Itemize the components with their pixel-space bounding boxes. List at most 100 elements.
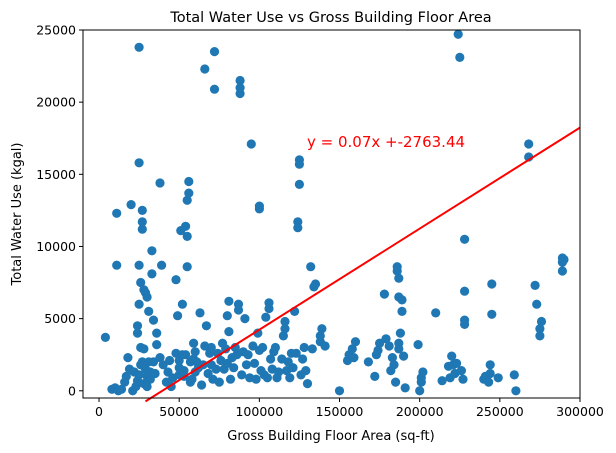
y-axis-label: Total Water Use (kgal)	[10, 143, 25, 287]
x-tick-label: 250000	[476, 404, 524, 419]
regression-line	[144, 126, 581, 403]
data-point	[235, 83, 245, 93]
data-point	[418, 367, 428, 377]
plot-frame	[82, 29, 581, 399]
data-point	[511, 386, 521, 396]
data-point	[246, 139, 256, 149]
data-point	[399, 351, 409, 361]
data-point	[258, 342, 268, 353]
data-point	[253, 328, 263, 338]
data-point	[387, 353, 397, 363]
x-tick-label: 200000	[396, 404, 444, 419]
data-point	[509, 370, 519, 380]
data-point	[262, 373, 272, 383]
data-point	[209, 47, 220, 57]
data-point	[485, 368, 495, 379]
data-point	[197, 380, 207, 390]
data-point	[299, 342, 309, 353]
data-point	[294, 155, 304, 165]
data-point	[181, 221, 191, 231]
data-point	[112, 260, 122, 270]
data-point	[392, 262, 402, 272]
y-tick-label: 0	[68, 383, 76, 398]
data-point	[291, 348, 301, 358]
data-point	[148, 357, 159, 367]
data-point	[152, 340, 162, 350]
data-point	[147, 246, 157, 256]
data-point	[285, 373, 295, 383]
data-point	[524, 139, 534, 149]
data-point	[112, 208, 122, 218]
data-point	[280, 316, 290, 327]
data-point	[142, 381, 152, 392]
data-point	[189, 338, 199, 348]
data-point	[317, 324, 327, 334]
data-point	[171, 275, 181, 285]
data-point	[261, 312, 271, 322]
data-point	[394, 338, 404, 348]
data-point	[121, 371, 131, 381]
data-point	[559, 254, 569, 265]
y-tick-label: 20000	[36, 95, 76, 110]
data-point	[206, 342, 216, 353]
data-point	[278, 331, 288, 341]
data-point	[152, 328, 162, 338]
data-point	[381, 334, 391, 344]
data-point	[306, 262, 316, 272]
data-point	[116, 384, 127, 394]
data-point	[134, 299, 144, 309]
data-point	[243, 350, 253, 360]
data-point	[334, 386, 345, 396]
data-point	[530, 280, 540, 290]
data-point	[182, 231, 192, 241]
data-point	[447, 351, 457, 361]
data-point	[455, 52, 465, 63]
data-point	[165, 355, 175, 366]
data-point	[224, 327, 234, 337]
data-point	[181, 350, 191, 360]
data-point	[137, 224, 147, 234]
data-point	[249, 358, 260, 368]
data-point	[370, 371, 380, 381]
data-point	[134, 158, 144, 168]
data-point	[254, 201, 264, 211]
data-point	[123, 353, 133, 363]
data-point	[147, 269, 157, 279]
data-point	[484, 377, 494, 387]
data-point	[437, 376, 447, 386]
data-point	[200, 64, 210, 74]
data-point	[235, 75, 245, 86]
data-point	[397, 306, 407, 316]
data-point	[134, 370, 144, 380]
data-point	[363, 357, 373, 367]
y-axis: 0 5000 10000 15000 20000 25000	[36, 23, 83, 398]
data-point	[100, 332, 110, 342]
data-point	[184, 176, 194, 187]
data-point	[155, 178, 165, 188]
data-point	[209, 84, 220, 94]
data-point	[415, 386, 425, 396]
data-point	[349, 353, 359, 363]
data-point	[493, 373, 503, 383]
data-point	[536, 316, 547, 327]
data-point	[211, 364, 221, 374]
x-tick-label: 300000	[556, 404, 604, 419]
regression-equation: y = 0.07x +-2763.44	[307, 133, 465, 151]
chart-title: Total Water Use vs Gross Building Floor …	[169, 10, 491, 26]
data-point	[264, 298, 274, 308]
data-point	[315, 331, 325, 341]
data-point	[240, 314, 250, 324]
data-point	[453, 29, 463, 39]
data-point	[229, 363, 239, 373]
data-point	[460, 234, 470, 244]
data-point	[184, 188, 194, 198]
x-tick-label: 50000	[159, 404, 199, 419]
data-point	[177, 299, 187, 309]
data-point	[487, 309, 497, 319]
data-point	[134, 42, 144, 52]
x-axis-label: Gross Building Floor Area (sq-ft)	[227, 429, 434, 444]
data-point	[320, 341, 330, 351]
data-point	[557, 266, 568, 276]
data-point	[139, 344, 149, 354]
data-point	[132, 328, 143, 338]
